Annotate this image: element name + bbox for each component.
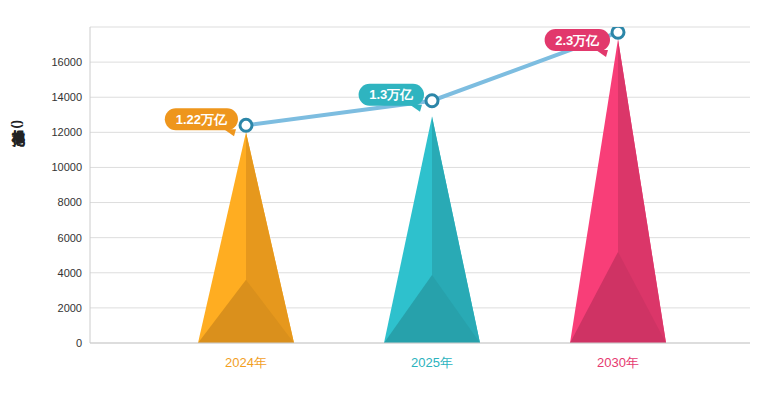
svg-text:2030年: 2030年 [597,355,639,370]
svg-text:6000: 6000 [58,232,82,244]
svg-text:14000: 14000 [51,91,82,103]
svg-text:16000: 16000 [51,56,82,68]
svg-text:2000: 2000 [58,302,82,314]
svg-text:2025年: 2025年 [411,355,453,370]
html-text:市场规模(亿元): 市场规模(亿元) [11,120,26,129]
svg-text:2.3万亿: 2.3万亿 [555,33,600,48]
svg-text:8000: 8000 [58,196,82,208]
svg-text:4000: 4000 [58,267,82,279]
svg-text:12000: 12000 [51,126,82,138]
svg-text:2024年: 2024年 [225,355,267,370]
svg-text:0: 0 [76,337,82,349]
svg-text:10000: 10000 [51,161,82,173]
svg-text:1.3万亿: 1.3万亿 [369,87,414,102]
svg-text:1.22万亿: 1.22万亿 [176,112,228,127]
